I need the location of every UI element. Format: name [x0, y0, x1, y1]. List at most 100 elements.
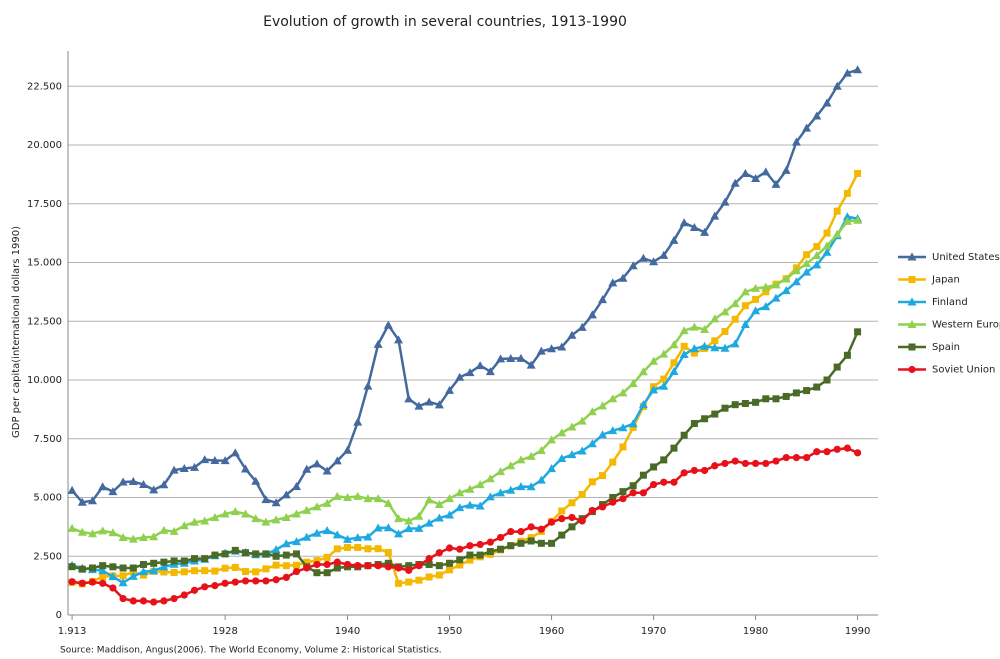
- data-point: [262, 550, 270, 558]
- data-point: [108, 572, 118, 581]
- y-tick-label: 20.000: [27, 140, 62, 151]
- data-point: [353, 417, 363, 426]
- data-point: [629, 423, 637, 431]
- data-point: [537, 539, 545, 547]
- data-point: [354, 543, 362, 551]
- data-point: [792, 453, 800, 462]
- data-point: [322, 466, 332, 475]
- y-axis-label: GDP per capita(international dollars 199…: [11, 226, 22, 438]
- data-point: [823, 376, 831, 384]
- data-point: [853, 449, 862, 457]
- data-point: [485, 492, 495, 501]
- data-point: [129, 597, 137, 605]
- data-point: [455, 503, 465, 512]
- data-point: [700, 227, 710, 236]
- data-point: [77, 497, 87, 506]
- data-point: [445, 385, 455, 394]
- data-point: [138, 567, 148, 576]
- data-point: [251, 476, 261, 485]
- data-point: [598, 430, 608, 439]
- data-point: [710, 314, 720, 323]
- y-tick-label: 5.000: [33, 493, 62, 504]
- data-point: [670, 359, 678, 367]
- data-point: [466, 556, 474, 564]
- data-point: [179, 521, 189, 530]
- data-point: [394, 514, 404, 523]
- data-point: [771, 280, 781, 289]
- data-point: [456, 556, 464, 564]
- data-point: [88, 578, 97, 586]
- data-point: [354, 562, 362, 570]
- data-point: [506, 461, 516, 470]
- data-point: [842, 216, 852, 225]
- data-point: [660, 478, 668, 486]
- data-point: [608, 394, 618, 403]
- data-point: [496, 354, 506, 363]
- data-point: [609, 458, 617, 466]
- data-point: [415, 562, 423, 570]
- data-point: [170, 594, 178, 603]
- legend-marker: [908, 365, 916, 374]
- data-point: [813, 243, 821, 251]
- data-point: [282, 573, 290, 582]
- data-point: [619, 488, 627, 496]
- data-point: [99, 562, 107, 570]
- data-point: [772, 457, 780, 465]
- data-point: [577, 446, 587, 455]
- data-point: [78, 579, 86, 587]
- data-point: [374, 545, 382, 553]
- data-point: [822, 98, 832, 107]
- data-point: [536, 475, 546, 484]
- data-point: [567, 450, 577, 459]
- data-point: [332, 491, 342, 500]
- data-point: [139, 560, 147, 568]
- data-point: [740, 319, 750, 328]
- data-point: [424, 518, 434, 527]
- data-point: [231, 578, 239, 586]
- data-point: [353, 491, 363, 500]
- data-point: [394, 335, 404, 344]
- data-point: [761, 302, 771, 311]
- data-point: [730, 299, 740, 308]
- data-point: [159, 480, 169, 489]
- data-point: [170, 568, 178, 576]
- data-point: [292, 567, 301, 576]
- legend-label: Spain: [932, 342, 960, 353]
- data-point: [650, 463, 658, 471]
- legend-label: Japan: [931, 275, 960, 286]
- data-point: [598, 503, 607, 511]
- data-point: [384, 563, 392, 571]
- data-point: [537, 525, 545, 533]
- y-tick-label: 10.000: [27, 375, 62, 386]
- data-point: [558, 515, 566, 523]
- data-point: [679, 218, 689, 227]
- legend-marker: [907, 297, 917, 306]
- data-point: [332, 530, 342, 539]
- data-point: [302, 464, 312, 473]
- data-point: [782, 392, 790, 400]
- data-point: [395, 579, 403, 587]
- data-point: [751, 459, 760, 468]
- data-point: [710, 211, 720, 220]
- data-point: [333, 558, 341, 566]
- data-point: [721, 327, 729, 335]
- data-point: [567, 422, 577, 431]
- data-point: [659, 250, 669, 259]
- data-point: [476, 540, 484, 549]
- data-point: [536, 446, 546, 454]
- data-point: [312, 528, 322, 537]
- data-point: [690, 419, 698, 427]
- data-point: [424, 495, 434, 504]
- legend-marker: [907, 320, 917, 328]
- data-point: [822, 247, 832, 256]
- data-point: [425, 555, 433, 563]
- data-point: [669, 366, 679, 375]
- series-line: [71, 446, 859, 604]
- data-point: [312, 459, 322, 468]
- data-point: [680, 469, 688, 477]
- data-point: [741, 302, 749, 310]
- data-point: [456, 545, 464, 553]
- y-tick-label: 17.500: [27, 199, 62, 210]
- data-point: [68, 563, 76, 571]
- data-point: [527, 523, 535, 531]
